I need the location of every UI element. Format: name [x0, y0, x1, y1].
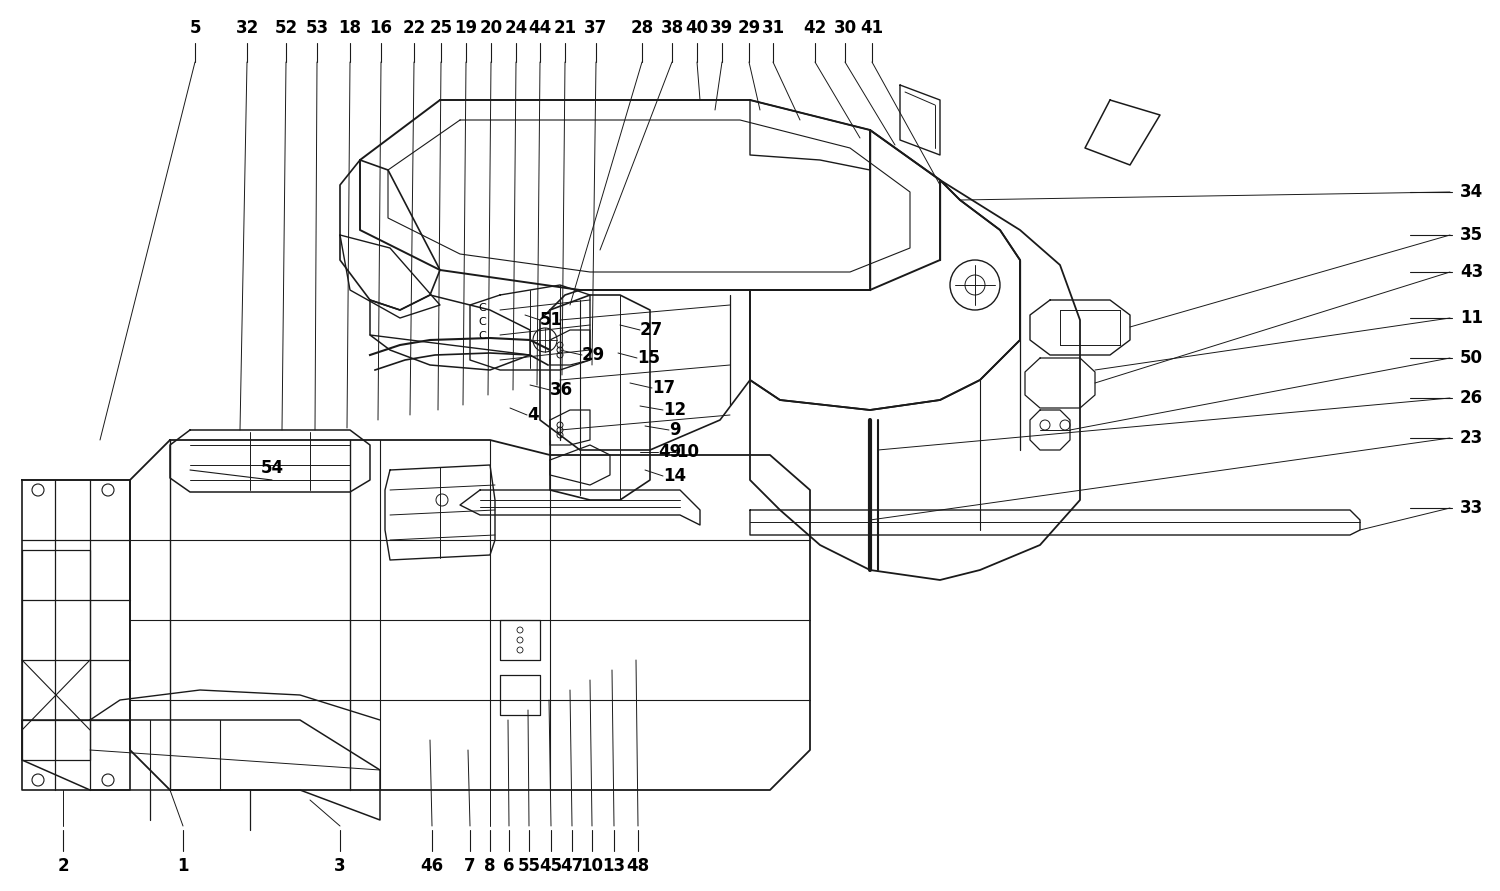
Text: 32: 32	[236, 19, 258, 37]
Text: C: C	[478, 303, 486, 313]
Text: 8: 8	[484, 857, 495, 875]
Text: 29: 29	[582, 346, 604, 364]
Text: 29: 29	[738, 19, 760, 37]
Text: 28: 28	[630, 19, 654, 37]
Text: 7: 7	[464, 857, 476, 875]
Text: 17: 17	[652, 379, 675, 397]
Text: 27: 27	[640, 321, 663, 339]
Text: 21: 21	[554, 19, 576, 37]
Text: 16: 16	[369, 19, 393, 37]
Text: C: C	[478, 317, 486, 327]
Text: 39: 39	[711, 19, 734, 37]
Text: C: C	[478, 331, 486, 341]
Text: 34: 34	[1460, 183, 1484, 201]
Text: 31: 31	[762, 19, 784, 37]
Text: 41: 41	[861, 19, 883, 37]
Text: 10: 10	[580, 857, 603, 875]
Text: 19: 19	[454, 19, 477, 37]
Text: 25: 25	[429, 19, 453, 37]
Text: 38: 38	[660, 19, 684, 37]
Text: 4: 4	[526, 406, 538, 424]
Text: 26: 26	[1460, 389, 1484, 407]
Text: 1: 1	[177, 857, 189, 875]
Text: 43: 43	[1460, 263, 1484, 281]
Text: 47: 47	[561, 857, 584, 875]
Text: 9: 9	[669, 421, 681, 439]
Text: 45: 45	[540, 857, 562, 875]
Text: 10: 10	[676, 443, 699, 461]
Text: 40: 40	[686, 19, 708, 37]
Text: 5: 5	[189, 19, 201, 37]
Text: 11: 11	[1460, 309, 1484, 327]
Text: 46: 46	[420, 857, 444, 875]
Text: 24: 24	[504, 19, 528, 37]
Text: 3: 3	[334, 857, 346, 875]
Text: 54: 54	[261, 459, 284, 477]
Text: 42: 42	[804, 19, 826, 37]
Text: 22: 22	[402, 19, 426, 37]
Text: 2: 2	[57, 857, 69, 875]
Text: 50: 50	[1460, 349, 1484, 367]
Text: 53: 53	[306, 19, 328, 37]
Text: 35: 35	[1460, 226, 1484, 244]
Text: 36: 36	[550, 381, 573, 399]
Text: 14: 14	[663, 467, 686, 485]
Text: 15: 15	[638, 349, 660, 367]
Text: 44: 44	[528, 19, 552, 37]
Text: 55: 55	[518, 857, 540, 875]
Text: 20: 20	[480, 19, 502, 37]
Text: 23: 23	[1460, 429, 1484, 447]
Text: 37: 37	[585, 19, 608, 37]
Text: 12: 12	[663, 401, 686, 419]
Text: 48: 48	[627, 857, 650, 875]
Text: 18: 18	[339, 19, 362, 37]
Text: 52: 52	[274, 19, 297, 37]
Text: 6: 6	[503, 857, 515, 875]
Text: 49: 49	[658, 443, 681, 461]
Text: 13: 13	[603, 857, 625, 875]
Text: 33: 33	[1460, 499, 1484, 517]
Text: 30: 30	[834, 19, 856, 37]
Text: 51: 51	[540, 311, 562, 329]
